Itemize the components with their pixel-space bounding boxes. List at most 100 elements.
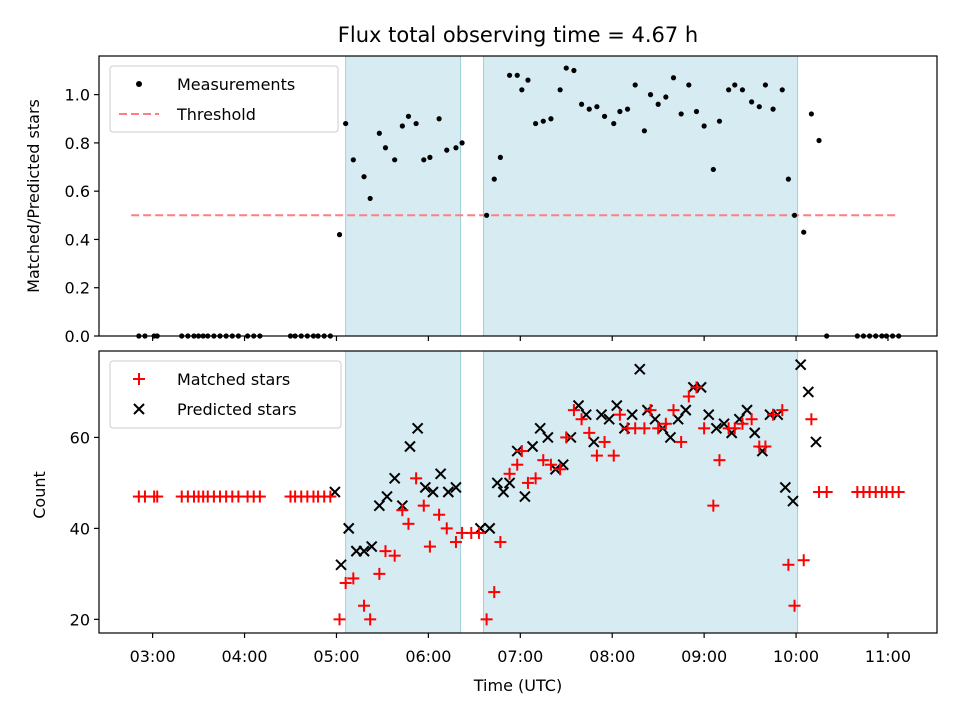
matched-star-point xyxy=(521,476,534,489)
measurement-point xyxy=(497,154,503,160)
measurement-point xyxy=(647,92,654,98)
matched-star-point xyxy=(503,467,516,480)
measurement-point xyxy=(726,87,732,93)
measurement-point xyxy=(686,82,692,88)
matched-star-point xyxy=(638,422,651,435)
predicted-star-point xyxy=(603,413,615,425)
matched-star-point xyxy=(675,435,688,448)
predicted-star-point xyxy=(794,358,807,371)
matched-star-point xyxy=(402,517,415,530)
shaded-interval xyxy=(345,350,462,634)
measurement-point xyxy=(816,137,822,144)
top-shaded-intervals xyxy=(345,55,799,337)
matched-star-point xyxy=(698,422,711,435)
measurement-point xyxy=(557,87,563,93)
measurement-point xyxy=(701,123,707,129)
matched-star-point xyxy=(449,536,462,549)
predicted-star-point xyxy=(542,431,554,444)
matched-star-point xyxy=(820,486,833,498)
measurement-point xyxy=(770,106,776,112)
matched-star-point xyxy=(583,426,596,439)
bottom-panel: 20 40 60 03:00 04:00 05:00 06:00 07:00 08:00 09:… xyxy=(30,350,938,695)
predicted-star-point xyxy=(634,363,646,375)
measurement-point xyxy=(399,123,405,129)
measurement-point xyxy=(491,176,497,182)
matched-star-point xyxy=(480,613,493,626)
matched-star-point xyxy=(488,586,501,599)
x-tick-label: 09:00 xyxy=(681,647,727,666)
predicted-star-point xyxy=(365,540,378,553)
shaded-interval xyxy=(345,55,462,337)
predicted-star-point xyxy=(343,522,355,535)
x-tick-label: 11:00 xyxy=(865,647,911,666)
predicted-star-point xyxy=(483,522,496,535)
measurement-point xyxy=(611,120,617,127)
predicted-star-point xyxy=(503,477,516,489)
top-y-axis-label: Matched/Predicted stars xyxy=(24,99,43,293)
measurement-point xyxy=(710,166,716,173)
predicted-star-point xyxy=(595,408,608,421)
measurement-point xyxy=(563,65,569,71)
matched-star-point xyxy=(554,463,567,476)
matched-star-point xyxy=(440,522,453,535)
measurement-point xyxy=(808,111,814,117)
matched-star-point xyxy=(892,486,905,498)
top-y-tick-label: 0.0 xyxy=(65,327,90,346)
measurement-point xyxy=(632,82,638,88)
matched-star-point xyxy=(347,572,360,585)
measurement-point xyxy=(678,111,684,117)
measurement-point xyxy=(693,108,700,115)
matched-star-point xyxy=(598,435,611,448)
predicted-star-point xyxy=(419,481,432,494)
matched-star-point xyxy=(759,440,772,453)
predicted-star-point xyxy=(427,486,439,498)
measurement-point xyxy=(548,116,554,122)
matched-star-point xyxy=(805,413,818,426)
predicted-star-point xyxy=(580,408,592,421)
predicted-star-point xyxy=(450,481,462,494)
measurement-point xyxy=(392,157,398,163)
matched-star-point xyxy=(379,545,392,558)
measurement-point xyxy=(444,147,450,153)
measurement-point xyxy=(367,195,373,202)
legend-label-measurements: Measurements xyxy=(177,75,295,94)
predicted-star-point xyxy=(526,440,539,453)
matched-star-point xyxy=(652,422,665,435)
predicted-star-point xyxy=(680,404,692,416)
measurement-point xyxy=(540,118,546,124)
measurement-point xyxy=(732,82,738,88)
bottom-legend: Matched stars Predicted stars xyxy=(109,360,342,429)
predicted-star-point xyxy=(779,481,792,494)
predicted-star-point xyxy=(710,422,723,435)
matched-star-point xyxy=(767,408,780,421)
x-tick-label: 06:00 xyxy=(405,647,451,666)
predicted-star-point xyxy=(335,559,347,571)
bottom-shaded-intervals xyxy=(345,350,799,634)
measurement-point xyxy=(756,104,762,110)
top-x-ticks xyxy=(152,336,889,341)
predicted-star-point xyxy=(718,418,730,430)
matched-star-point xyxy=(410,472,423,485)
measurement-point xyxy=(350,157,356,163)
predicted-star-point xyxy=(381,490,393,503)
matched-star-point xyxy=(728,422,741,435)
legend-label-matched: Matched stars xyxy=(177,370,290,389)
predicted-star-point xyxy=(534,422,546,435)
matched-star-point xyxy=(613,408,626,421)
top-y-tick-label: 0.6 xyxy=(65,182,90,201)
matched-star-point xyxy=(659,417,672,430)
matched-star-point xyxy=(782,558,795,571)
matched-star-point xyxy=(713,454,726,467)
bottom-y-axis-label: Count xyxy=(30,471,49,519)
predicted-star-point xyxy=(497,486,510,498)
predicted-star-point xyxy=(434,468,447,480)
matched-star-point xyxy=(373,567,386,580)
predicted-star-point xyxy=(626,408,638,421)
predicted-star-point xyxy=(442,486,455,498)
bottom-y-ticks: 20 40 60 xyxy=(70,428,99,629)
measurement-point xyxy=(739,87,746,93)
top-panel: 0.0 0.2 0.4 0.6 0.8 1.0 Matched/Predicted sta… xyxy=(24,55,938,346)
matched-stars-points xyxy=(132,381,905,626)
measurement-point xyxy=(655,101,661,107)
top-y-tick-label: 0.8 xyxy=(65,134,90,153)
